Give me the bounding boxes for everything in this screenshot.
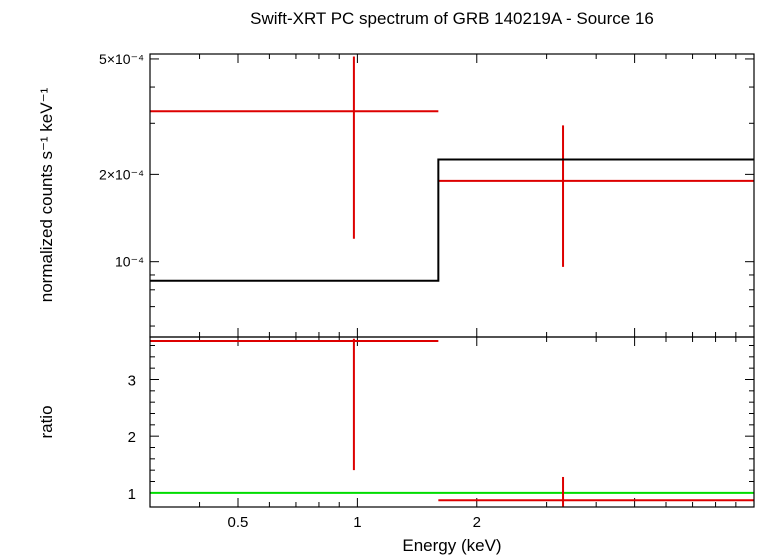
y-tick-label: 2×10⁻⁴ (99, 166, 144, 182)
y-tick-label: 1 (128, 486, 136, 503)
x-tick-label: 0.5 (228, 514, 249, 531)
lower-series (150, 338, 754, 507)
y-tick-label: 3 (128, 373, 136, 390)
lower-y-axis-label: ratio (37, 405, 56, 438)
upper-y-axis-label: normalized counts s⁻¹ keV⁻¹ (37, 87, 56, 302)
model-step-line (150, 158, 754, 282)
y-tick-label: 10⁻⁴ (115, 254, 144, 270)
upper-ticks: 5×10⁻⁴ 2×10⁻⁴ 10⁻⁴ (99, 51, 754, 337)
lower-plot-frame (149, 336, 755, 508)
chart-title: Swift-XRT PC spectrum of GRB 140219A - S… (250, 9, 654, 28)
upper-plot-frame (149, 53, 755, 338)
lower-ticks: 0.5 1 2 1 2 3 (128, 337, 754, 531)
upper-panel: 5×10⁻⁴ 2×10⁻⁴ 10⁻⁴ normalized counts s⁻¹ k… (37, 51, 755, 338)
y-tick-label: 5×10⁻⁴ (99, 51, 144, 67)
x-axis-label: Energy (keV) (402, 536, 501, 555)
upper-series (150, 56, 754, 282)
x-tick-label: 2 (473, 514, 481, 531)
x-tick-label: 1 (353, 514, 361, 531)
lower-panel: 0.5 1 2 1 2 3 ratio Energy (keV) (37, 336, 755, 555)
y-tick-label: 2 (128, 429, 136, 446)
